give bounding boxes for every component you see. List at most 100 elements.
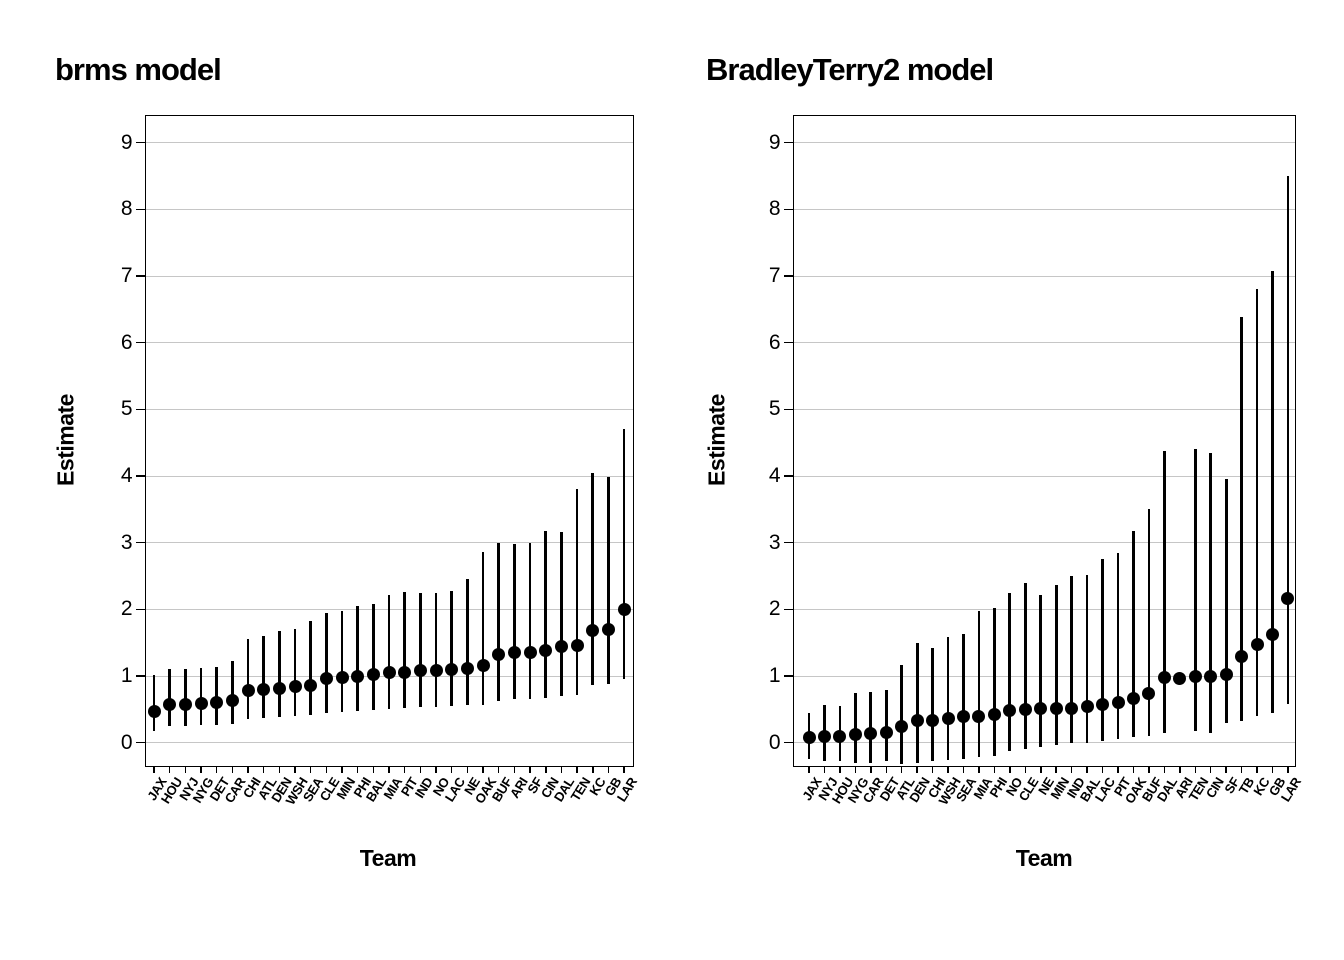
- error-bar-NYJ: [823, 705, 826, 762]
- y-tick-label-7: 7: [120, 264, 133, 287]
- x-tick-mark-PHI: [993, 766, 996, 773]
- error-bar-LAC: [1101, 559, 1104, 741]
- error-bar-BAL: [371, 604, 375, 710]
- point-PHI: [987, 708, 1001, 722]
- x-tick-mark-TB: [1240, 766, 1243, 773]
- error-bar-DAL: [560, 532, 563, 696]
- x-tick-mark-CAR: [231, 766, 234, 773]
- y-tick-mark-0: [784, 741, 793, 744]
- x-tick-label-LAC: LAC: [441, 775, 468, 805]
- gridline-y-7: [146, 275, 633, 277]
- error-bar-GB: [607, 477, 610, 684]
- x-tick-mark-BAL: [372, 766, 375, 773]
- y-tick-label-9: 9: [120, 130, 133, 154]
- y-tick-mark-5: [136, 408, 145, 411]
- error-bar-CIN: [1209, 452, 1213, 733]
- gridline-y-2: [794, 608, 1295, 610]
- point-CAR: [864, 726, 878, 740]
- x-tick-mark-OAK: [1132, 766, 1135, 773]
- point-DEN: [910, 714, 924, 728]
- x-tick-label-SEA: SEA: [953, 775, 980, 805]
- error-bar-SEA: [309, 621, 313, 715]
- gridline-y-5: [146, 408, 633, 410]
- point-WSH: [288, 680, 302, 694]
- x-tick-mark-NE: [466, 766, 469, 773]
- x-tick-label-DET: DET: [876, 775, 902, 804]
- x-tick-label-DEN: DEN: [906, 775, 933, 805]
- x-tick-label-IND: IND: [1063, 775, 1088, 801]
- x-tick-label-GB: GB: [1265, 775, 1289, 799]
- error-bar-CHI: [931, 648, 934, 761]
- point-NE: [1034, 702, 1048, 716]
- point-IND: [1065, 701, 1079, 715]
- x-tick-mark-SF: [529, 766, 531, 773]
- y-tick-mark-6: [136, 341, 145, 344]
- point-OAK: [1126, 692, 1140, 706]
- point-LAC: [445, 662, 459, 676]
- gridline-y-0: [146, 742, 633, 744]
- error-bar-BUF: [1147, 509, 1151, 736]
- point-SF: [1219, 668, 1233, 682]
- x-tick-label-SEA: SEA: [300, 775, 327, 805]
- x-tick-label-LAR: LAR: [1277, 775, 1304, 805]
- error-bar-NYG: [199, 668, 203, 726]
- x-tick-mark-KC: [592, 766, 594, 773]
- x-tick-mark-LAC: [450, 766, 453, 773]
- point-DET: [210, 696, 224, 710]
- error-bar-WSH: [946, 637, 950, 760]
- x-tick-label-ARI: ARI: [1171, 775, 1196, 801]
- error-bar-DEN: [915, 642, 919, 763]
- x-tick-mark-PIT: [403, 766, 406, 773]
- x-tick-label-ARI: ARI: [506, 775, 531, 801]
- gridline-y-9: [146, 142, 633, 144]
- x-tick-mark-WSH: [294, 766, 296, 773]
- x-tick-mark-SEA: [309, 766, 312, 773]
- error-bar-CHI: [246, 639, 250, 719]
- x-tick-mark-PHI: [356, 766, 359, 773]
- x-tick-mark-MIN: [1055, 766, 1057, 773]
- y-tick-label-6: 6: [768, 330, 781, 354]
- error-bar-OAK: [1132, 531, 1135, 738]
- x-tick-label-BAL: BAL: [363, 775, 390, 805]
- x-tick-label-CHI: CHI: [924, 775, 949, 801]
- x-tick-mark-GB: [607, 766, 610, 773]
- y-tick-label-8: 8: [120, 197, 133, 221]
- x-tick-mark-BUF: [1148, 766, 1150, 773]
- error-bar-CIN: [544, 530, 548, 698]
- x-tick-mark-GB: [1271, 766, 1274, 773]
- error-bar-NE: [466, 578, 469, 706]
- plot-area-bradleyterry2: 0 1 2 3 4 5 6 7 8 9 JAX NYJ HOU NYG CAR DET ATL DEN CHI WSH…: [769, 115, 1304, 807]
- point-DAL: [1157, 670, 1171, 684]
- error-bar-DET: [215, 666, 219, 725]
- x-tick-label-NYJ: NYJ: [814, 775, 841, 804]
- gridline-y-8: [146, 208, 633, 210]
- point-MIN: [1049, 702, 1063, 716]
- gridline-y-3: [146, 542, 633, 544]
- point-TEN: [1188, 669, 1202, 683]
- point-BAL: [366, 668, 380, 682]
- x-axis-title: Team: [1015, 845, 1073, 871]
- point-OAK: [476, 658, 490, 672]
- x-tick-label-WSH: WSH: [282, 775, 311, 808]
- y-tick-mark-5: [784, 408, 793, 411]
- gridline-y-6: [146, 342, 633, 344]
- x-tick-label-MIN: MIN: [333, 775, 358, 802]
- x-tick-mark-BUF: [497, 766, 500, 773]
- gridline-y-8: [794, 208, 1295, 210]
- x-tick-label-ATL: ATL: [892, 775, 918, 803]
- point-KC: [586, 623, 600, 637]
- point-LAC: [1096, 697, 1110, 711]
- point-CHI: [926, 714, 940, 728]
- y-tick-label-2: 2: [120, 597, 133, 621]
- point-MIA: [972, 709, 986, 723]
- x-tick-mark-SF: [1225, 766, 1227, 773]
- error-bar-IND: [418, 593, 422, 708]
- y-tick-mark-9: [136, 141, 145, 144]
- error-bar-IND: [1070, 576, 1074, 743]
- x-tick-label-CLE: CLE: [1015, 775, 1042, 804]
- x-tick-label-CAR: CAR: [859, 775, 887, 806]
- x-tick-label-HOU: HOU: [158, 775, 186, 807]
- error-bar-CLE: [1023, 582, 1027, 750]
- x-tick-label-SF: SF: [524, 775, 546, 797]
- x-tick-mark-PIT: [1117, 766, 1119, 773]
